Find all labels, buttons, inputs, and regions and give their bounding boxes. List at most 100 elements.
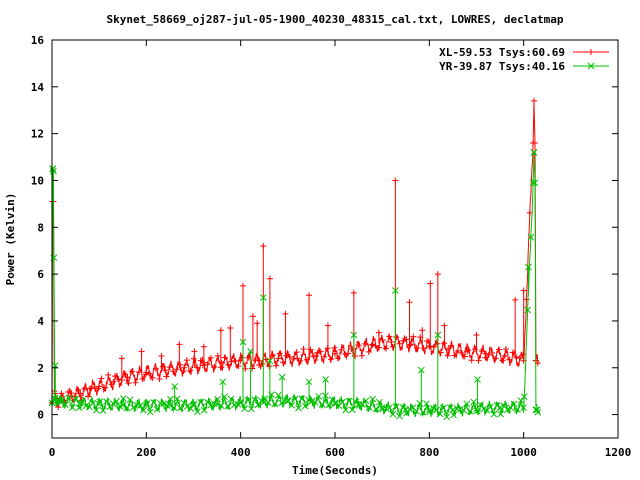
data-point [510, 400, 518, 408]
data-point [440, 404, 447, 412]
legend-label: XL-59.53 Tsys:60.69 [439, 46, 565, 59]
spike-marker [158, 353, 165, 360]
data-point [146, 408, 154, 416]
spike-marker [176, 341, 183, 348]
y-tick-label: 8 [37, 221, 44, 234]
data-point [427, 343, 434, 350]
data-point [101, 384, 108, 391]
data-point [482, 354, 489, 361]
data-point [298, 395, 306, 403]
data-point [400, 337, 407, 344]
spike-marker [406, 299, 413, 306]
data-point [108, 381, 115, 388]
data-point [88, 385, 95, 392]
data-point [238, 354, 245, 361]
y-tick-label: 16 [31, 34, 45, 47]
y-tick-label: 6 [37, 268, 44, 281]
data-point [444, 352, 451, 359]
spike-marker [266, 275, 273, 282]
data-point [112, 373, 119, 380]
data-point [235, 363, 242, 370]
data-point [413, 407, 420, 415]
data-point [228, 358, 235, 365]
data-point [95, 400, 103, 408]
data-point [392, 403, 400, 411]
data-point [271, 400, 279, 408]
y-tick-label: 10 [31, 174, 44, 187]
data-point [264, 399, 272, 407]
data-point [393, 334, 400, 341]
data-point [125, 380, 132, 387]
data-point [315, 392, 323, 400]
data-point [513, 354, 520, 361]
data-point [349, 406, 356, 414]
data-point [75, 404, 83, 412]
data-point [362, 397, 370, 405]
spike-marker [191, 348, 198, 355]
data-point [376, 344, 383, 351]
data-point [419, 408, 427, 416]
data-point [96, 398, 104, 406]
data-point [68, 404, 76, 411]
data-point [424, 338, 431, 345]
data-point [318, 401, 326, 408]
data-point [301, 402, 309, 410]
data-point [352, 353, 359, 360]
spike-marker [392, 177, 399, 184]
data-point [140, 406, 147, 414]
data-point [160, 400, 168, 408]
data-point [358, 352, 365, 359]
data-point [520, 351, 527, 358]
spike-marker [260, 243, 267, 250]
spike-marker [240, 282, 247, 289]
data-point [372, 342, 379, 349]
data-point [451, 352, 458, 359]
data-point [143, 400, 151, 407]
data-point [324, 345, 331, 352]
data-point [475, 357, 482, 364]
data-point [437, 349, 444, 356]
data-point [472, 346, 479, 353]
data-point [190, 400, 198, 408]
data-point [355, 342, 362, 349]
data-point [420, 345, 427, 352]
spike-marker [305, 378, 313, 386]
data-point [322, 392, 329, 400]
data-point [378, 404, 386, 411]
data-point [204, 361, 211, 368]
data-point [338, 346, 345, 353]
data-point [531, 97, 538, 104]
legend-label: YR-39.87 Tsys:40.16 [439, 60, 565, 73]
data-point [332, 400, 339, 408]
data-point [465, 347, 472, 354]
data-point [118, 376, 125, 383]
data-point [379, 336, 386, 343]
data-point [163, 402, 171, 409]
data-point [65, 394, 73, 402]
data-point [473, 407, 481, 415]
data-point [199, 362, 206, 369]
data-point [50, 167, 57, 175]
spike-marker [200, 343, 207, 350]
spike-marker [171, 383, 178, 390]
data-point [89, 399, 97, 407]
data-point [365, 404, 373, 411]
data-point [201, 359, 208, 366]
data-point [285, 397, 292, 405]
spike-marker [520, 287, 527, 294]
data-point [62, 401, 69, 409]
axis-ticks: 0 200 400 600 800 1000 1200 0 2 4 6 8 10 12 14 16 [31, 34, 632, 459]
data-point [173, 366, 180, 373]
data-point [156, 375, 163, 382]
data-point [227, 395, 235, 403]
data-point [244, 396, 252, 404]
data-point [258, 397, 265, 405]
data-point [241, 405, 248, 412]
x-tick-label: 0 [49, 446, 56, 459]
data-point [389, 343, 396, 350]
data-point [516, 355, 523, 362]
data-point [482, 350, 489, 357]
data-point [116, 402, 124, 410]
data-point [470, 398, 478, 406]
